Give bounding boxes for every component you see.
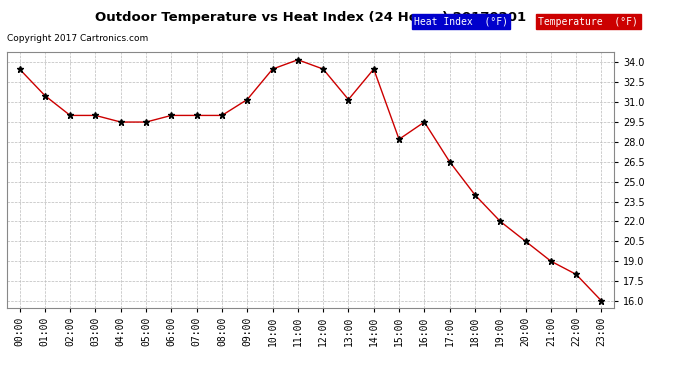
Text: Copyright 2017 Cartronics.com: Copyright 2017 Cartronics.com: [7, 34, 148, 43]
Text: Temperature  (°F): Temperature (°F): [538, 17, 638, 27]
Text: Heat Index  (°F): Heat Index (°F): [414, 17, 508, 27]
Text: Outdoor Temperature vs Heat Index (24 Hours) 20170201: Outdoor Temperature vs Heat Index (24 Ho…: [95, 11, 526, 24]
